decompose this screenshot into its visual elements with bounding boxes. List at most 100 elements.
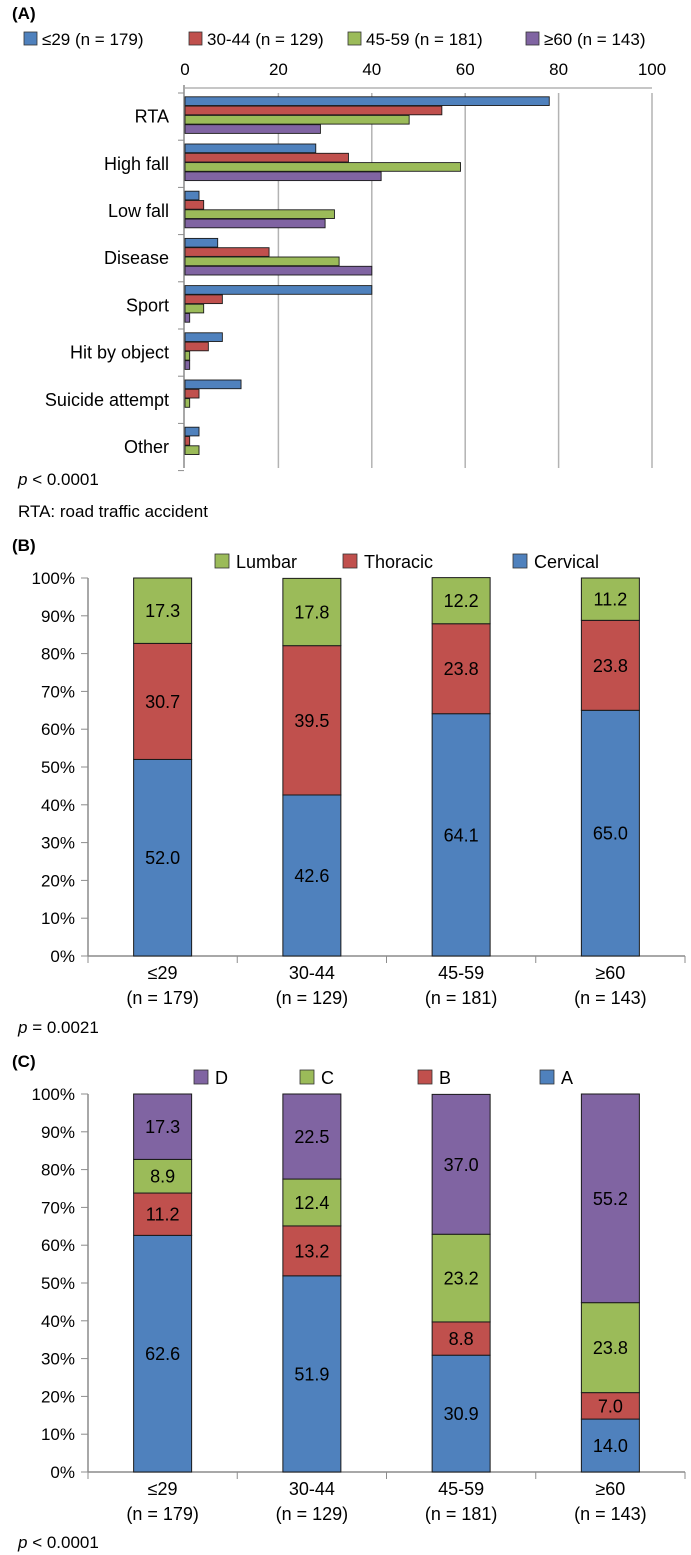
data-label: 8.8: [449, 1329, 474, 1349]
data-label: 11.2: [594, 590, 628, 610]
data-label: 17.3: [145, 601, 180, 621]
data-label: 55.2: [593, 1189, 628, 1209]
data-label: 23.8: [444, 659, 479, 679]
legend-swatch: [342, 553, 358, 569]
bar: [184, 124, 321, 134]
bar-segment: [431, 1233, 491, 1323]
category-label: Sport: [126, 295, 169, 315]
category-label: 30-44: [289, 963, 335, 983]
category-sublabel: (n = 179): [126, 1504, 199, 1524]
bar: [184, 379, 242, 390]
bar: [184, 388, 200, 399]
bar-segment: [133, 1192, 193, 1236]
panel-b-p-symbol: p: [18, 1018, 28, 1037]
legend-label: Cervical: [534, 552, 599, 572]
y-tick-label: 40%: [41, 1312, 75, 1331]
bar: [184, 152, 349, 163]
category-label: Low fall: [108, 201, 169, 221]
bar-segment: [580, 1392, 640, 1420]
y-tick-label: 40%: [41, 796, 75, 815]
category-sublabel: (n = 143): [574, 988, 647, 1008]
bar-segment: [431, 623, 491, 715]
panel-c-p-symbol: p: [18, 1533, 28, 1552]
category-sublabel: (n = 179): [126, 988, 199, 1008]
bar-segment: [282, 1178, 342, 1227]
y-tick-label: 80%: [41, 645, 75, 664]
y-tick-label: 50%: [41, 1274, 75, 1293]
bar: [184, 200, 205, 210]
panel-c-p-text: < 0.0001: [27, 1533, 99, 1552]
y-tick-label: 90%: [41, 607, 75, 626]
data-label: 42.6: [294, 866, 329, 886]
panel-a-p-text: < 0.0001: [27, 470, 99, 489]
legend-label: ≥60 (n = 143): [544, 30, 645, 49]
data-label: 22.5: [294, 1127, 329, 1147]
legend-swatch: [539, 1069, 555, 1085]
panel-c-tag: (C): [12, 1052, 36, 1071]
bar-segment: [580, 1093, 640, 1304]
bar-segment: [580, 577, 640, 621]
bar: [184, 218, 326, 229]
data-label: 13.2: [294, 1241, 329, 1261]
bar-segment: [282, 645, 342, 796]
data-label: 12.2: [444, 591, 479, 611]
category-label: 45-59: [438, 1479, 484, 1499]
category-sublabel: (n = 143): [574, 1504, 647, 1524]
bar-segment: [431, 577, 491, 625]
bar: [184, 114, 410, 125]
chart-b-svg: Lumbar Thoracic Cervical 0% 10% 20% 30% 40% 50% 6…: [32, 552, 686, 1008]
bar: [184, 209, 335, 219]
bar-segment: [133, 1158, 193, 1194]
x-tick-label: 40: [362, 60, 381, 79]
bar-segment: [431, 1093, 491, 1235]
legend-swatch: [525, 31, 540, 46]
category-label: Other: [124, 437, 169, 457]
x-tick-label: 0: [180, 60, 189, 79]
data-label: 65.0: [593, 824, 628, 844]
panel-a-footnote: RTA: road traffic accident: [18, 502, 208, 521]
data-label: 30.7: [145, 692, 180, 712]
category-label: Suicide attempt: [45, 390, 169, 410]
legend-swatch: [214, 553, 230, 569]
category-label: Hit by object: [70, 343, 169, 363]
bar-segment: [282, 577, 342, 647]
legend-label: 45-59 (n = 181): [366, 30, 483, 49]
legend-label: Lumbar: [236, 552, 297, 572]
bar-segment: [133, 758, 193, 957]
y-tick-label: 20%: [41, 871, 75, 890]
y-tick-label: 0%: [50, 947, 75, 966]
legend-swatch: [193, 1069, 209, 1085]
bar: [184, 341, 209, 352]
x-tick-label: 100: [638, 60, 666, 79]
data-label: 11.2: [146, 1205, 180, 1225]
data-label: 62.6: [145, 1344, 180, 1364]
bar: [184, 350, 191, 361]
data-label: 17.8: [294, 603, 329, 623]
bar: [184, 162, 461, 172]
x-tick-label: 20: [269, 60, 288, 79]
bar: [184, 96, 550, 106]
y-tick-label: 0%: [50, 1463, 75, 1482]
bar-segment: [133, 1093, 193, 1160]
bar: [184, 171, 382, 182]
bar-segment: [282, 1225, 342, 1277]
bar: [184, 398, 191, 408]
bar: [184, 247, 270, 257]
bar-segment: [133, 577, 193, 644]
bar: [184, 256, 340, 267]
data-label: 8.9: [150, 1167, 175, 1187]
category-label: ≤29: [148, 963, 178, 983]
category-sublabel: (n = 129): [276, 988, 349, 1008]
y-tick-label: 30%: [41, 1350, 75, 1369]
bar: [184, 285, 373, 295]
chart-a-svg: ≤29 (n = 179) 30-44 (n = 129) 45-59 (n = 1…: [23, 30, 666, 472]
data-label: 17.3: [145, 1117, 180, 1137]
data-label: 39.5: [294, 711, 329, 731]
panel-a-tag: (A): [12, 4, 36, 23]
chart-c-svg: D C B A 0% 10% 20% 30% 40% 50% 60% 70% 80% 90% 100% 62.…: [32, 1068, 686, 1524]
legend-swatch: [23, 31, 38, 46]
legend-label: ≤29 (n = 179): [42, 30, 143, 49]
data-label: 7.0: [598, 1396, 623, 1416]
bar: [184, 237, 219, 248]
